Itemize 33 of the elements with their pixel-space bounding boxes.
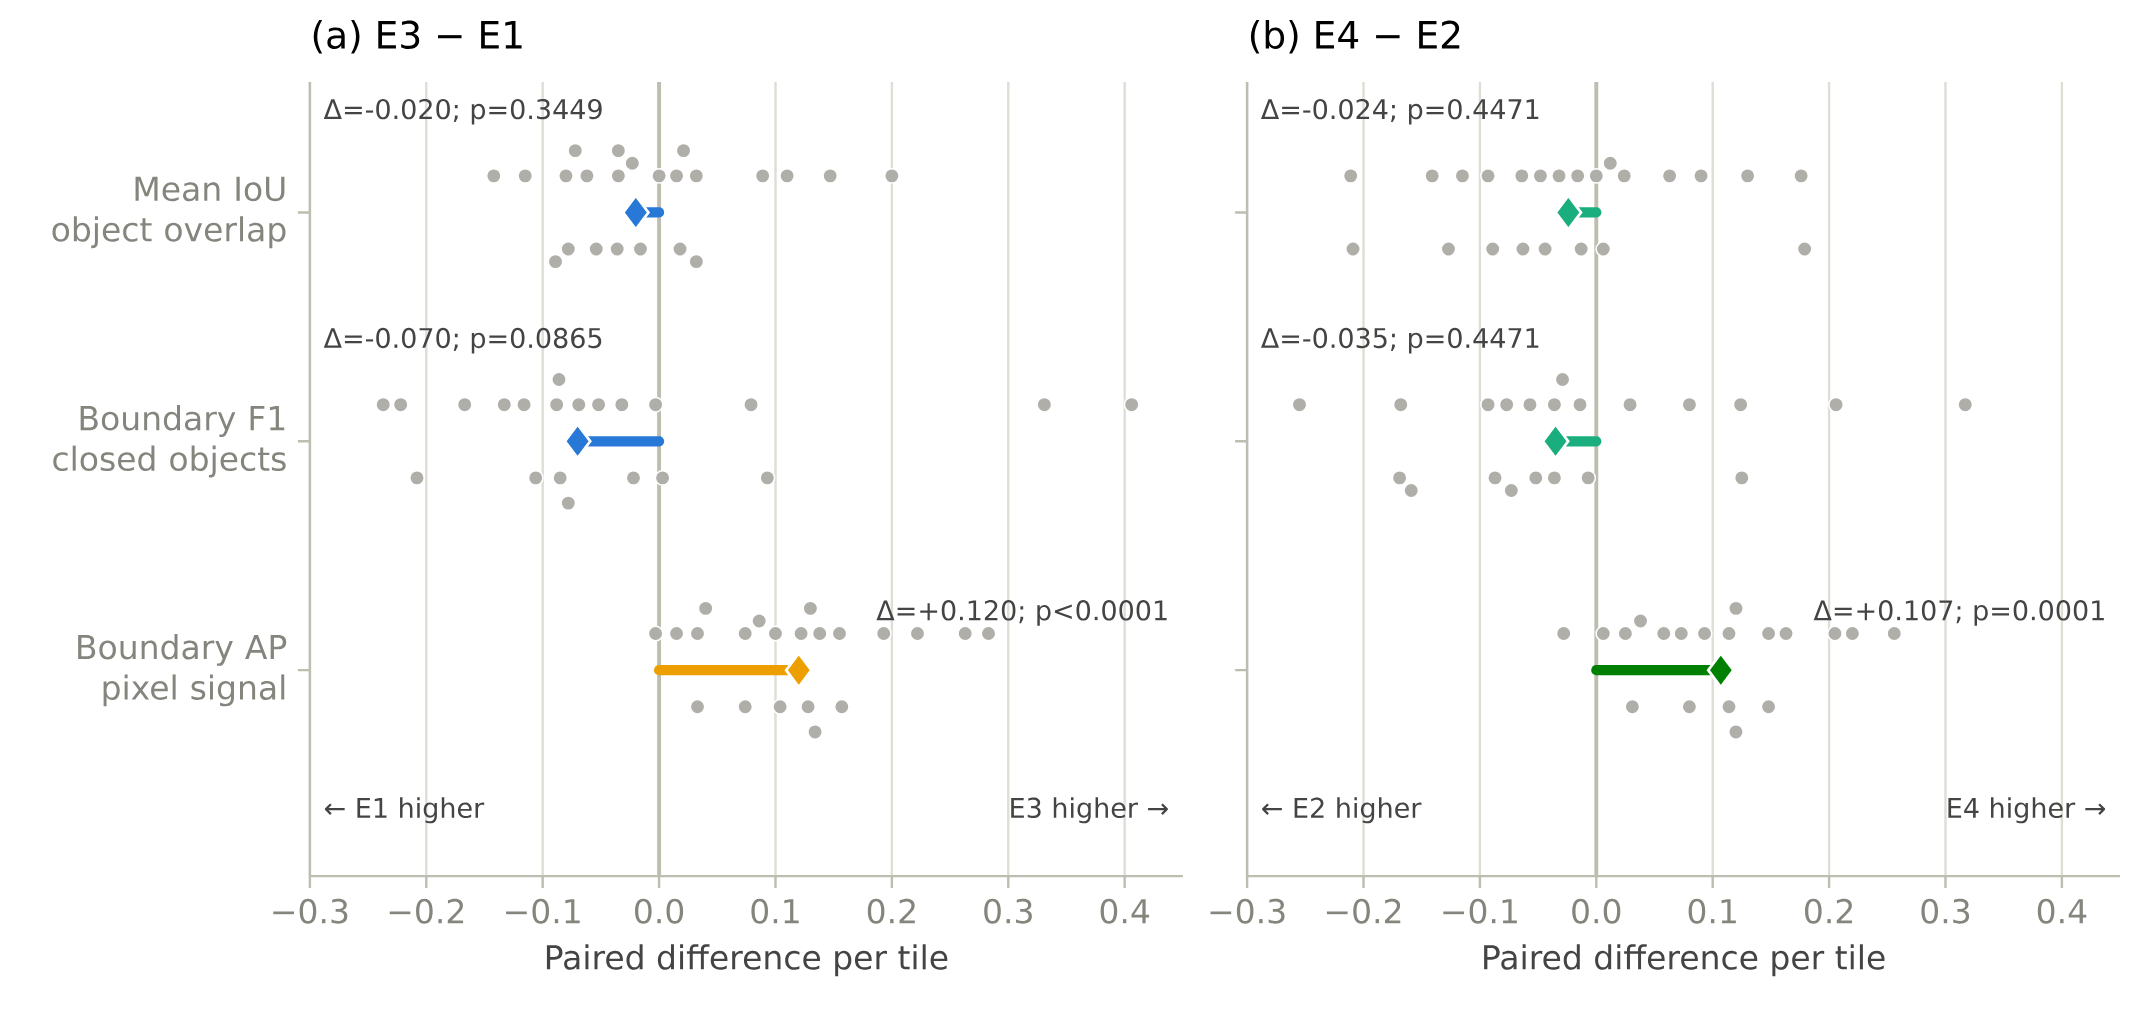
y-tick-label: Mean IoU object overlap bbox=[52, 176, 286, 249]
annotation: ← E1 higher bbox=[324, 797, 485, 824]
x-tick-label: 0.0 bbox=[1572, 898, 1621, 924]
x-tick-label: −0.2 bbox=[389, 898, 464, 924]
x-axis-title: Paired difference per tile bbox=[546, 944, 948, 977]
x-tick-label: 0.0 bbox=[635, 898, 684, 924]
annotation: Δ=-0.035; p=0.4471 bbox=[1260, 327, 1539, 354]
x-tick-label: −0.1 bbox=[506, 898, 580, 924]
annotation: Δ=+0.120; p<0.0001 bbox=[876, 600, 1167, 626]
x-tick-label: −0.2 bbox=[1326, 898, 1401, 924]
annotation: Δ=-0.024; p=0.4471 bbox=[1260, 98, 1539, 125]
y-tick-label: Boundary F1 closed objects bbox=[53, 405, 286, 478]
x-tick-label: −0.3 bbox=[1210, 898, 1285, 924]
x-tick-label: 0.2 bbox=[867, 898, 915, 924]
y-tick-label: Boundary AP pixel signal bbox=[78, 633, 287, 707]
x-tick-label: 0.4 bbox=[2037, 898, 2087, 924]
x-tick-label: 0.3 bbox=[1921, 898, 1970, 924]
annotation: Δ=+0.107; p=0.0001 bbox=[1813, 600, 2104, 626]
x-tick-label: 0.1 bbox=[1688, 898, 1736, 924]
chart-title: (b) E4 − E2 bbox=[1250, 19, 1460, 54]
annotation: ← E2 higher bbox=[1262, 797, 1422, 824]
x-axis-title: Paired difference per tile bbox=[1484, 944, 1885, 977]
chart-title: (a) E3 − E1 bbox=[313, 19, 522, 54]
x-tick-label: 0.4 bbox=[1100, 898, 1150, 924]
x-tick-label: −0.1 bbox=[1443, 898, 1517, 924]
annotation: Δ=-0.070; p=0.0865 bbox=[323, 327, 602, 354]
x-tick-label: 0.2 bbox=[1805, 898, 1853, 924]
annotation: Δ=-0.020; p=0.3449 bbox=[323, 98, 602, 125]
annotation: E3 higher → bbox=[1011, 797, 1168, 824]
x-tick-label: −0.3 bbox=[273, 898, 348, 924]
annotation: E4 higher → bbox=[1948, 797, 2106, 824]
x-tick-label: 0.1 bbox=[751, 898, 799, 924]
x-tick-label: 0.3 bbox=[984, 898, 1032, 924]
